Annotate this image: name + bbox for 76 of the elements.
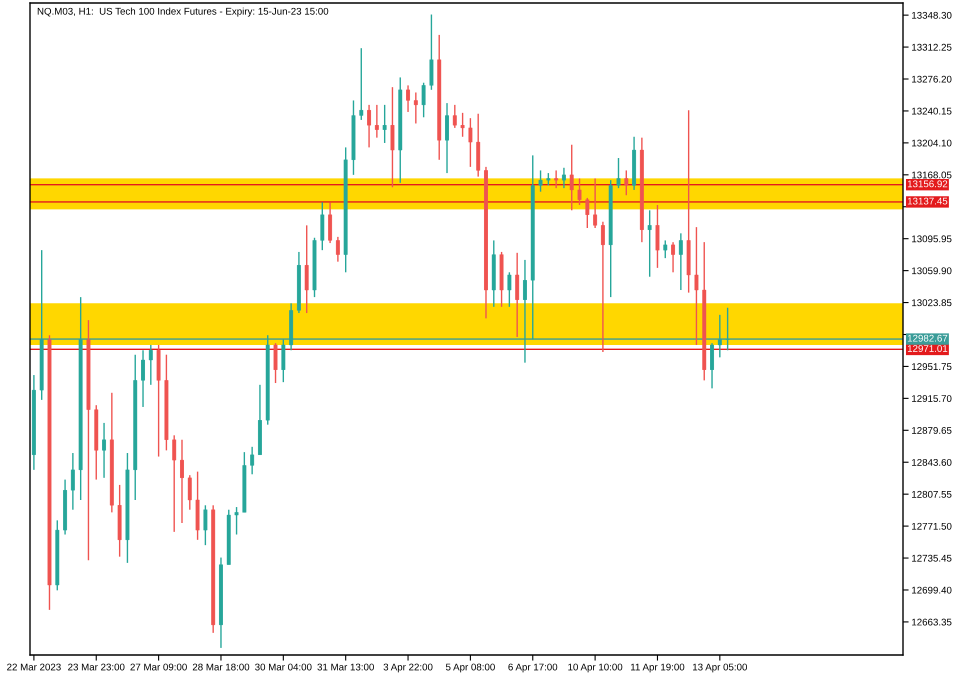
y-tick-label: 13240.15 bbox=[912, 108, 952, 115]
candlestick bbox=[718, 314, 722, 358]
candlestick bbox=[336, 236, 340, 262]
candlestick bbox=[188, 474, 192, 510]
candlestick bbox=[452, 104, 457, 129]
ref-line-label: 12982.67 bbox=[908, 334, 948, 342]
candlestick bbox=[578, 178, 582, 206]
y-tick-label: 12951.75 bbox=[912, 363, 952, 370]
candlestick bbox=[460, 112, 465, 138]
candlestick bbox=[648, 210, 652, 278]
ref-line-label: 13156.92 bbox=[908, 180, 948, 188]
candlestick bbox=[102, 422, 106, 479]
candlestick bbox=[422, 82, 426, 118]
candlestick bbox=[663, 240, 668, 259]
candlestick bbox=[70, 452, 75, 510]
candlestick bbox=[180, 439, 184, 524]
y-tick-label: 12735.45 bbox=[912, 554, 952, 562]
x-tick-label: 13 Apr 05:00 bbox=[693, 664, 748, 672]
candlestick bbox=[671, 241, 676, 273]
candlestick bbox=[694, 226, 698, 346]
candlestick bbox=[522, 259, 527, 364]
candlestick bbox=[570, 144, 574, 211]
x-tick-label: 10 Apr 10:00 bbox=[568, 664, 622, 672]
y-tick-label: 13023.85 bbox=[912, 299, 952, 306]
candlestick bbox=[593, 178, 598, 229]
y-tick-label: 12699.40 bbox=[912, 586, 952, 594]
candlestick bbox=[562, 167, 566, 189]
candlestick bbox=[616, 157, 620, 189]
x-tick-label: 27 Mar 09:00 bbox=[130, 664, 187, 670]
candlestick bbox=[234, 506, 239, 536]
chart-title: NQ.M03, H1: US Tech 100 Index Futures - Expiry: 15-Jun-23 15:00 bbox=[38, 8, 328, 17]
x-tick-label: 3 Apr 22:00 bbox=[384, 664, 433, 672]
x-tick-label: 5 Apr 08:00 bbox=[446, 664, 495, 672]
candlestick bbox=[382, 104, 387, 144]
x-tick-label: 31 Mar 13:00 bbox=[317, 664, 374, 670]
x-tick-label: 23 Mar 23:00 bbox=[68, 664, 125, 670]
candlestick bbox=[250, 446, 254, 475]
candlestick bbox=[172, 434, 176, 533]
y-tick-label: 13312.25 bbox=[912, 44, 952, 51]
candlestick bbox=[406, 84, 410, 113]
ref-line-label: 13137.45 bbox=[908, 198, 948, 205]
candlestick bbox=[600, 221, 605, 353]
y-tick-label: 12843.60 bbox=[912, 458, 952, 466]
candlestick bbox=[678, 232, 683, 291]
candlestick bbox=[554, 170, 558, 189]
x-tick-label: 6 Apr 17:00 bbox=[508, 664, 558, 672]
candlestick bbox=[546, 172, 550, 186]
y-tick-label: 12663.35 bbox=[912, 618, 952, 626]
y-tick-label: 13095.95 bbox=[912, 235, 952, 242]
y-tick-label: 13276.20 bbox=[912, 76, 952, 83]
x-tick-label: 28 Mar 18:00 bbox=[192, 664, 250, 670]
y-tick-label: 13204.10 bbox=[912, 140, 952, 146]
candlestick bbox=[203, 504, 208, 546]
x-tick-label: 11 Apr 19:00 bbox=[631, 664, 684, 672]
y-tick-label: 12807.55 bbox=[912, 490, 952, 498]
candlestick bbox=[585, 197, 590, 229]
candlestick bbox=[507, 272, 512, 308]
y-tick-label: 12915.70 bbox=[912, 395, 952, 402]
candlestick bbox=[414, 92, 418, 124]
y-tick-label: 13059.90 bbox=[912, 267, 952, 274]
x-tick-label: 30 Mar 04:00 bbox=[255, 664, 312, 670]
y-tick-label: 12771.50 bbox=[912, 522, 952, 530]
candlestick bbox=[141, 350, 145, 408]
candlestick bbox=[374, 104, 379, 138]
candlestick bbox=[468, 117, 472, 168]
y-tick-label: 13168.05 bbox=[912, 172, 952, 178]
y-tick-label: 12879.65 bbox=[912, 427, 952, 434]
y-tick-label: 13348.30 bbox=[912, 12, 952, 19]
candlestick bbox=[624, 170, 628, 196]
candlestick bbox=[148, 344, 153, 386]
candlestick bbox=[726, 307, 730, 351]
x-tick-label: 22 Mar 2023 bbox=[7, 664, 61, 670]
candlestick bbox=[538, 170, 543, 192]
candlestick bbox=[359, 47, 364, 121]
ref-line-label: 12971.01 bbox=[908, 345, 948, 352]
candlestick bbox=[367, 104, 372, 148]
